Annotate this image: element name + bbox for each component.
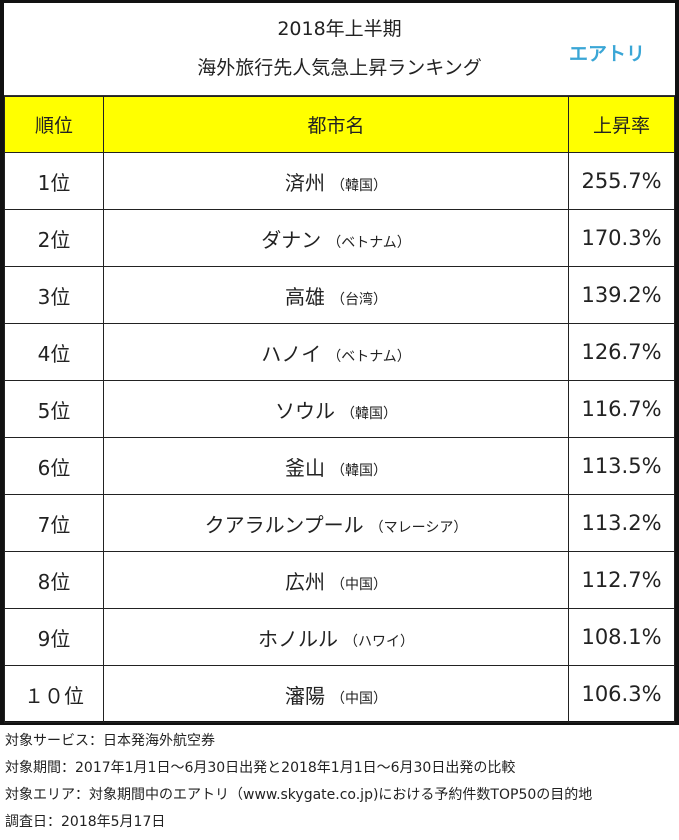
column-header-rate: 上昇率	[568, 96, 675, 153]
rank-cell: 9位	[4, 608, 104, 666]
ranking-frame	[0, 0, 679, 725]
rate-cell: 170.3%	[568, 209, 675, 267]
table-row: 9位 ホノルル （ハワイ） 108.1%	[4, 608, 675, 666]
rate-cell: 255.7%	[568, 152, 675, 210]
city-name: 済州	[285, 170, 325, 195]
table-row: 4位 ハノイ （ベトナム） 126.7%	[4, 323, 675, 381]
country-name: （韓国）	[341, 405, 397, 422]
city-cell: 釜山 （韓国）	[103, 437, 569, 495]
city-name: ホノルル	[258, 626, 338, 651]
city-cell: ホノルル （ハワイ）	[103, 608, 569, 666]
rate-cell: 112.7%	[568, 551, 675, 609]
rank-cell: 3位	[4, 266, 104, 324]
rank-cell: 7位	[4, 494, 104, 552]
country-name: （韓国）	[331, 462, 387, 479]
city-cell: ソウル （韓国）	[103, 380, 569, 438]
column-header-city: 都市名	[103, 96, 569, 153]
city-name: ソウル	[275, 398, 335, 423]
table-row: 5位 ソウル （韓国） 116.7%	[4, 380, 675, 438]
country-name: （ベトナム）	[327, 348, 411, 365]
note-target-service: 対象サービス：日本発海外航空券	[5, 733, 215, 749]
city-name: クアラルンプール	[204, 512, 364, 537]
table-row: 2位 ダナン （ベトナム） 170.3%	[4, 209, 675, 267]
table-header-row: 順位 都市名 上昇率	[4, 96, 675, 153]
table-row: 3位 高雄 （台湾） 139.2%	[4, 266, 675, 324]
airtrip-logo: エアトリ	[568, 43, 645, 65]
table-row: １０位 瀋陽 （中国） 106.3%	[4, 665, 675, 723]
country-name: （中国）	[331, 690, 387, 707]
rank-cell: １０位	[4, 665, 104, 723]
column-header-rank: 順位	[4, 96, 104, 153]
rate-cell: 139.2%	[568, 266, 675, 324]
country-name: （ハワイ）	[344, 633, 414, 650]
rate-cell: 126.7%	[568, 323, 675, 381]
table-row: 8位 広州 （中国） 112.7%	[4, 551, 675, 609]
city-cell: ダナン （ベトナム）	[103, 209, 569, 267]
note-target-period: 対象期間：2017年1月1日～6月30日出発と2018年1月1日～6月30日出発…	[5, 760, 516, 776]
city-cell: 高雄 （台湾）	[103, 266, 569, 324]
country-name: （マレーシア）	[369, 519, 468, 536]
city-name: ハノイ	[261, 341, 322, 366]
country-name: （韓国）	[331, 177, 387, 194]
rank-cell: 4位	[4, 323, 104, 381]
note-survey-date: 調査日：2018年5月17日	[5, 814, 166, 830]
rate-cell: 108.1%	[568, 608, 675, 666]
country-name: （中国）	[331, 576, 387, 593]
rate-cell: 106.3%	[568, 665, 675, 723]
rank-cell: 8位	[4, 551, 104, 609]
footnotes: 対象サービス：日本発海外航空券 対象期間：2017年1月1日～6月30日出発と2…	[5, 728, 592, 836]
table-row: 6位 釜山 （韓国） 113.5%	[4, 437, 675, 495]
city-cell: 済州 （韓国）	[103, 152, 569, 210]
rank-cell: 5位	[4, 380, 104, 438]
table-row: 1位 済州 （韓国） 255.7%	[4, 152, 675, 210]
rank-cell: 2位	[4, 209, 104, 267]
note-target-area: 対象エリア：対象期間中のエアトリ（www.skygate.co.jp)における予…	[5, 787, 593, 803]
country-name: （ベトナム）	[327, 234, 411, 251]
rank-cell: 6位	[4, 437, 104, 495]
rate-cell: 116.7%	[568, 380, 675, 438]
ranking-table: 順位 都市名 上昇率 1位 済州 （韓国） 255.7% 2位 ダナン （ベトナム）…	[4, 96, 675, 723]
table-row: 7位 クアラルンプール （マレーシア） 113.2%	[4, 494, 675, 552]
country-name: （台湾）	[331, 291, 387, 308]
city-name: 高雄	[285, 284, 325, 309]
title-area: 2018年上半期 海外旅行先人気急上昇ランキング エアトリ	[4, 3, 675, 96]
rate-cell: 113.5%	[568, 437, 675, 495]
city-cell: 瀋陽 （中国）	[103, 665, 569, 723]
city-name: 瀋陽	[285, 683, 325, 708]
rate-cell: 113.2%	[568, 494, 675, 552]
rank-cell: 1位	[4, 152, 104, 210]
city-name: 広州	[285, 569, 325, 594]
city-name: ダナン	[261, 227, 322, 252]
city-cell: ハノイ （ベトナム）	[103, 323, 569, 381]
city-name: 釜山	[285, 455, 325, 480]
city-cell: クアラルンプール （マレーシア）	[103, 494, 569, 552]
city-cell: 広州 （中国）	[103, 551, 569, 609]
title-ranking-name: 海外旅行先人気急上昇ランキング	[197, 57, 482, 79]
title-period: 2018年上半期	[277, 18, 402, 40]
